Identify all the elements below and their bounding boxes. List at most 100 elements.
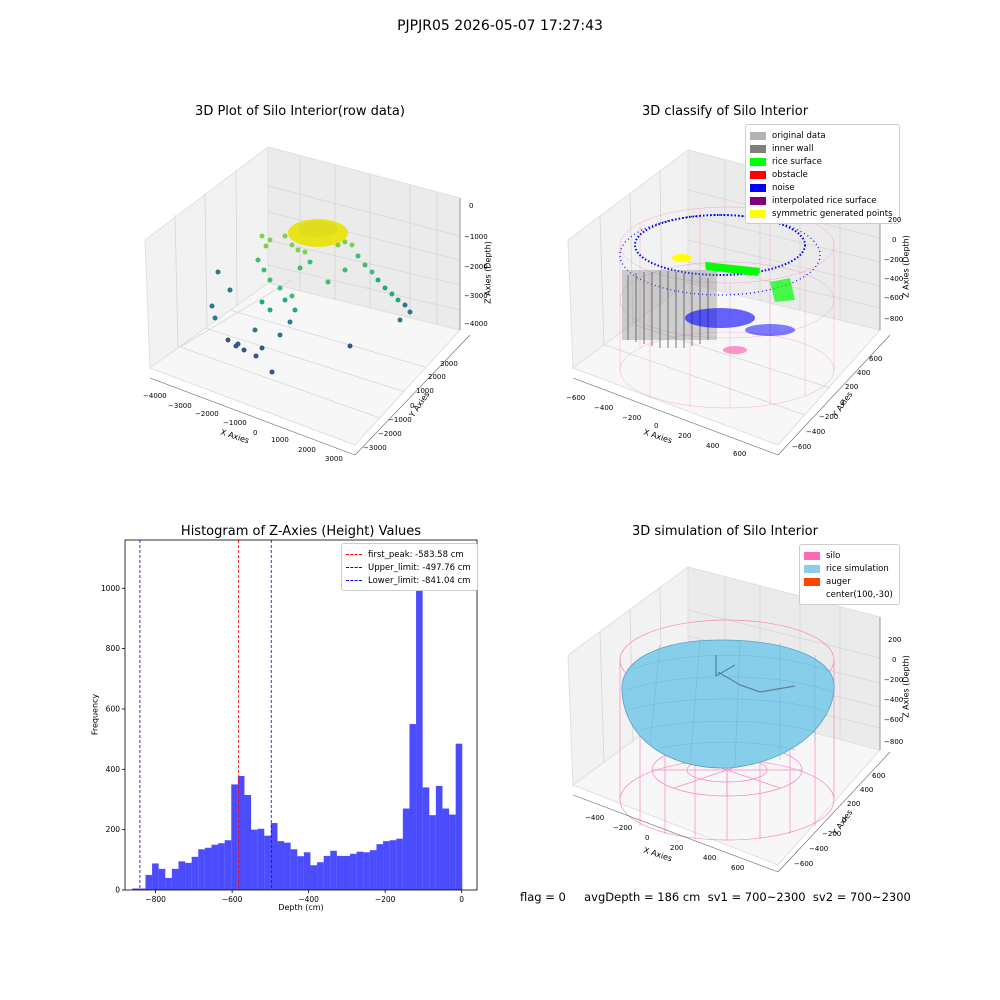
legend-swatch	[750, 183, 766, 192]
classify-y-tick: −200	[819, 413, 839, 421]
raw-y-tick: 1000	[416, 387, 434, 395]
simulation-y-tick: 200	[847, 800, 861, 808]
histogram-frame	[124, 539, 478, 891]
legend-label: original data	[772, 130, 826, 141]
classify-x-tick: −400	[594, 404, 614, 412]
histogram-bar	[165, 877, 172, 890]
classify-legend: original data inner wall rice surface ob…	[745, 124, 900, 224]
legend-swatch	[804, 591, 820, 599]
simulation-x-tick: −200	[613, 824, 633, 832]
raw-z-tick: −1000	[464, 233, 488, 241]
raw-y-tick: −2000	[378, 430, 402, 438]
histogram-y-tick-label: 1000	[101, 584, 120, 593]
legend-entry-auger: auger	[804, 575, 893, 588]
raw-axis-ticks	[149, 198, 471, 456]
histogram-bar	[416, 555, 423, 890]
histogram-bar	[409, 724, 417, 890]
simulation-y-tick: −600	[794, 860, 814, 868]
raw-y-tick: 3000	[440, 360, 458, 368]
classify-z-tick: 200	[888, 216, 902, 224]
raw-z-tick: −4000	[464, 320, 488, 328]
classify-y-tick: 0	[840, 399, 845, 407]
rice-simulation-surface	[621, 639, 835, 769]
simulation-z-ticks: 200 0 −200 −400 −600 −800	[884, 634, 924, 749]
histogram-bar	[297, 856, 304, 890]
simulation-x-ticks: −400 −200 0 200 400 600	[585, 812, 785, 882]
classify-z-ticks: 200 0 −200 −400 −600 −800	[884, 214, 924, 329]
classify-y-ticks: 600 400 200 0 −200 −400 −600	[782, 355, 892, 455]
histogram-bar	[251, 829, 258, 890]
histogram-bar	[343, 855, 351, 890]
auger	[715, 655, 736, 677]
legend-swatch	[750, 196, 766, 205]
simulation-z-tick: −200	[884, 676, 904, 684]
simulation-x-tick: −400	[585, 814, 605, 822]
legend-label: noise	[772, 182, 795, 193]
histogram-bar	[369, 850, 377, 890]
histogram-bar	[231, 784, 238, 890]
histogram-bar	[429, 815, 436, 890]
raw-z-tick: −2000	[464, 263, 488, 271]
classify-x-tick: −600	[566, 394, 586, 402]
histogram-bar	[310, 865, 318, 890]
histogram-bar	[435, 785, 443, 890]
histogram-bar	[402, 808, 410, 890]
legend-entry-noise: noise	[750, 181, 893, 194]
legend-swatch	[804, 551, 820, 560]
histogram-bar	[237, 775, 245, 890]
simulation-axis-lines	[572, 617, 891, 873]
classify-y-tick: −400	[806, 428, 826, 436]
legend-swatch	[750, 131, 766, 140]
histogram-bar	[383, 841, 390, 890]
simulation-y-tick: 600	[872, 772, 886, 780]
classify-x-tick: 200	[678, 432, 692, 440]
histogram-x-tick-label: 0	[459, 895, 464, 904]
histogram-bar	[185, 862, 192, 890]
histogram-bar	[178, 861, 186, 890]
classify-z-tick: −200	[884, 256, 904, 264]
simulation-y-tick: −400	[809, 845, 829, 853]
legend-label: first_peak: -583.58 cm	[368, 549, 464, 560]
simulation-y-tick: 400	[860, 786, 874, 794]
histogram-x-tick-label: −400	[298, 895, 319, 904]
raw-z-tick: 0	[469, 202, 474, 210]
raw-point-cloud	[209, 219, 413, 375]
classify-y-tick: −600	[792, 443, 812, 451]
histogram-bar	[290, 849, 298, 890]
legend-entry-inner-wall: inner wall	[750, 142, 893, 155]
histogram-bar	[455, 743, 463, 890]
histogram-bar	[132, 888, 139, 890]
simulation-x-tick: 200	[670, 844, 684, 852]
legend-label: silo	[826, 550, 841, 561]
simulation-x-tick: 0	[645, 834, 650, 842]
classify-y-tick: 400	[857, 369, 871, 377]
simulation-legend: silo rice simulation auger center(100,-3…	[799, 544, 900, 605]
classify-x-ticks: −600 −400 −200 0 200 400 600	[566, 392, 786, 462]
raw-plot-title: 3D Plot of Silo Interior(row data)	[195, 104, 405, 119]
classify-z-tick: −600	[884, 294, 904, 302]
legend-entry-original-data: original data	[750, 129, 893, 142]
histogram-bar	[284, 842, 291, 890]
raw-x-ticks: −4000 −3000 −2000 −1000 0 1000 2000 3000	[143, 392, 353, 463]
legend-entry-lower-limit: Lower_limit: -841.04 cm	[346, 574, 471, 587]
histogram-y-tick-label: 800	[106, 644, 121, 653]
histogram-bar	[389, 840, 397, 890]
status-footer: flag = 0 avgDepth = 186 cm sv1 = 700~230…	[520, 890, 911, 904]
histogram-bar	[171, 868, 179, 890]
legend-label: interpolated rice surface	[772, 195, 877, 206]
simulation-y-tick: 0	[842, 816, 847, 824]
histogram-bar	[330, 850, 337, 890]
histogram-bar	[152, 863, 159, 890]
histogram-bar	[277, 841, 285, 890]
legend-entry-silo: silo	[804, 549, 893, 562]
classify-z-tick: −800	[884, 315, 904, 323]
legend-swatch	[804, 577, 820, 586]
legend-label: Upper_limit: -497.76 cm	[368, 562, 471, 573]
histogram-y-ticks: 0 200 400 600 800 1000	[101, 584, 125, 895]
raw-y-tick: 0	[410, 402, 415, 410]
raw-x-tick: 1000	[271, 436, 289, 444]
histogram-bars	[132, 555, 463, 890]
legend-line	[346, 580, 362, 581]
